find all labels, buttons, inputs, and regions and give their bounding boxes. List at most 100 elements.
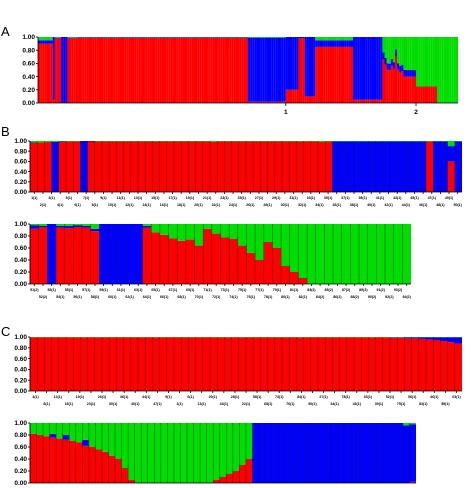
chart-c1-sample-label: 44(1) bbox=[142, 395, 151, 399]
chart-a-bar-segment bbox=[71, 38, 74, 103]
chart-b1-bar-segment bbox=[354, 141, 362, 192]
chart-b1-sample-label: 50(1) bbox=[453, 203, 462, 207]
chart-a-bar-segment bbox=[292, 37, 295, 90]
chart-a-bar-segment bbox=[376, 99, 379, 103]
plots-layer: 0.000.200.400.600.801.001 20.000.200.400.… bbox=[14, 34, 462, 487]
chart-b1-bar-segment bbox=[181, 141, 189, 192]
chart-b1-bar-segment bbox=[375, 141, 383, 192]
chart-b2-y-tick-label: 0.00 bbox=[14, 281, 27, 288]
chart-a-bar-segment bbox=[258, 37, 261, 38]
chart-b1-bar-segment bbox=[80, 141, 88, 192]
chart-c2-y-tick-label: 0.00 bbox=[14, 480, 27, 487]
chart-c2-bar-segment bbox=[363, 423, 371, 483]
chart-a-y-tick-label: 0.20 bbox=[22, 87, 35, 94]
chart-c1-bar-segment bbox=[426, 337, 434, 340]
chart-c2-bar-segment bbox=[88, 423, 96, 447]
chart-c2-bar-segment bbox=[245, 423, 253, 459]
chart-a-bar-segment bbox=[290, 89, 293, 103]
chart-c1-bar-segment bbox=[30, 337, 38, 391]
chart-b1-bar-segment bbox=[289, 141, 297, 192]
chart-b1-bar-segment bbox=[260, 141, 268, 142]
chart-a-bar-segment bbox=[264, 37, 267, 38]
chart-a-bar-segment bbox=[56, 37, 60, 38]
chart-a-bar-segment bbox=[430, 86, 433, 103]
chart-a-bar-segment bbox=[327, 37, 330, 41]
chart-a-bar-segment bbox=[218, 37, 221, 38]
chart-a-bar-segment bbox=[426, 37, 429, 87]
chart-a-bar-segment bbox=[378, 99, 381, 103]
chart-c1-bar-segment bbox=[411, 337, 419, 339]
chart-a-bar-segment bbox=[241, 37, 244, 103]
chart-a-bar-segment bbox=[395, 37, 398, 50]
chart-b1-bar-segment bbox=[58, 142, 66, 192]
chart-b1-sample-label: 43(1) bbox=[393, 196, 402, 200]
chart-c1-bar-segment bbox=[375, 337, 383, 391]
chart-a-bar-segment bbox=[434, 37, 438, 87]
chart-b1-sample-label: 39(1) bbox=[358, 196, 367, 200]
chart-c2-bar-segment bbox=[56, 438, 63, 483]
chart-a-bar-segment bbox=[395, 55, 398, 103]
chart-a-bar-segment bbox=[174, 37, 177, 38]
panel-letter-b: B bbox=[1, 124, 10, 139]
chart-a-bar-segment bbox=[344, 40, 347, 47]
chart-c1-bar-segment bbox=[433, 337, 441, 340]
chart-c2-bar-segment bbox=[200, 423, 207, 483]
chart-b2-sample-label: 57(1) bbox=[82, 288, 91, 292]
chart-c2-bar-segment bbox=[30, 433, 37, 483]
chart-b1-bar-segment bbox=[224, 141, 232, 192]
chart-b1-bar-segment bbox=[346, 141, 354, 142]
chart-a-bar-segment bbox=[262, 37, 265, 102]
chart-b2-bar-segment bbox=[99, 224, 108, 284]
chart-b2-bar-segment bbox=[246, 224, 256, 253]
chart-c2-bar-segment bbox=[370, 423, 377, 483]
chart-a-bar-segment bbox=[344, 37, 347, 41]
chart-b2-sample-label: 76(1) bbox=[247, 295, 256, 299]
chart-a-bar-segment bbox=[338, 46, 341, 103]
chart-a-bar-segment bbox=[346, 40, 349, 47]
chart-a-bar-segment bbox=[353, 37, 356, 100]
chart-b1-bar-segment bbox=[66, 141, 74, 192]
chart-b2-bar-segment bbox=[203, 228, 212, 284]
chart-b2-sample-label: 73(1) bbox=[221, 288, 230, 292]
chart-a-bar-segment bbox=[273, 101, 276, 103]
chart-a-bar-segment bbox=[334, 40, 337, 47]
chart-a-bar-segment bbox=[119, 37, 123, 103]
chart-b2-bar-segment bbox=[185, 224, 195, 240]
chart-c1-bar-segment bbox=[411, 338, 419, 391]
chart-a-bar-segment bbox=[201, 37, 204, 38]
chart-b1-y-tick-label: 0.80 bbox=[14, 148, 27, 155]
chart-a-bar-segment bbox=[216, 37, 219, 103]
chart-b1: 0.00 0.20 0.40 0.60 0.80 1.00 1(1)2(1)3(1)4(1)… bbox=[14, 138, 462, 207]
chart-b2-bar-segment bbox=[376, 224, 386, 284]
chart-a-bar-segment bbox=[386, 37, 389, 64]
chart-a-bar-segment bbox=[159, 37, 162, 38]
chart-a-bar-segment bbox=[140, 37, 144, 103]
chart-a-bar-segment bbox=[80, 37, 83, 103]
chart-a-bar-segment bbox=[323, 46, 326, 103]
chart-b2-bar-segment bbox=[30, 224, 39, 226]
chart-a-bar-segment bbox=[195, 37, 198, 103]
chart-a-bar-segment bbox=[151, 37, 154, 38]
chart-a-bar-segment bbox=[332, 46, 335, 103]
chart-a-bar-segment bbox=[350, 37, 354, 41]
chart-b1-bar-segment bbox=[426, 141, 434, 142]
chart-b1-bar-segment bbox=[274, 141, 282, 192]
chart-a-bar-segment bbox=[283, 101, 286, 103]
chart-b1-bar-segment bbox=[447, 141, 455, 147]
chart-a-bar-segment bbox=[96, 37, 99, 38]
chart-a-bar-segment bbox=[325, 40, 328, 47]
chart-b1-sample-label: 40(1) bbox=[367, 203, 376, 207]
chart-c1-bar-segment bbox=[426, 339, 434, 391]
chart-a-bar-segment bbox=[388, 37, 391, 64]
chart-a-bar-segment bbox=[315, 46, 318, 103]
chart-a-bar-segment bbox=[132, 37, 135, 103]
chart-b1-bar-segment bbox=[152, 141, 160, 142]
chart-a-bar-segment bbox=[327, 40, 330, 47]
chart-a-bar-segment bbox=[338, 40, 341, 47]
chart-a-bar-segment bbox=[336, 40, 339, 47]
chart-b2-sample-label: 72(1) bbox=[212, 295, 221, 299]
chart-c2-bar-segment bbox=[409, 481, 416, 483]
chart-c1-sample-label: 73(1) bbox=[275, 395, 284, 399]
chart-b1-bar-segment bbox=[195, 141, 203, 142]
chart-a-bar-segment bbox=[409, 37, 412, 70]
